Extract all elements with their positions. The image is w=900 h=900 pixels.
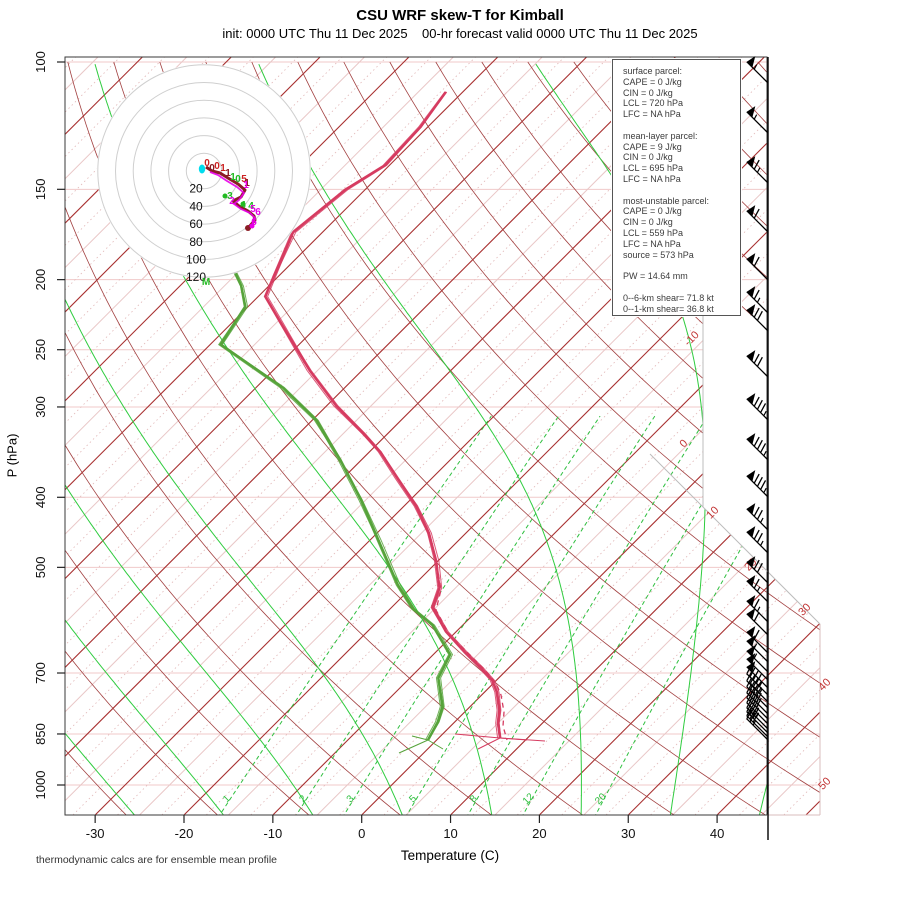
footnote: thermodynamic calcs are for ensemble mea… [36,854,278,866]
info-line: PW = 14.64 mm [623,271,688,282]
hodograph-height-label: 1 [220,163,226,174]
plot-frame [64,56,821,816]
temp-tick-label: 20 [532,826,546,841]
mixing-ratio-label: 8 [468,793,480,805]
hodograph-height-label: 3 [227,191,233,202]
info-line: CIN = 0 J/kg [623,87,673,98]
parcel-trace [435,564,508,741]
info-line: source = 573 hPa [623,249,694,260]
info-line [623,120,740,131]
info-line: LCL = 559 hPa [623,227,683,238]
hodograph-ring-label: 100 [186,253,206,267]
parcel-info-box: surface parcel: CAPE = 0 J/kg CIN = 0 J/kg… [612,59,741,316]
hodograph-height-label: 1 [230,172,236,183]
temp-tick-label: 40 [710,826,724,841]
hodograph-height-label: 0 [204,158,210,169]
y-axis-label: P (hPa) [4,433,20,478]
hodograph-height-label: 0 [209,163,215,174]
info-line: CIN = 0 J/kg [623,152,673,163]
temp-tick-label: -20 [175,826,194,841]
info-line: LFC = NA hPa [623,173,681,184]
hodograph-height-label: 2 [229,196,235,207]
pressure-tick-label: 250 [33,339,48,361]
hodograph-height-label: 4 [248,201,254,212]
info-line: CAPE = 0 J/kg [623,206,682,217]
info-line: LCL = 720 hPa [623,98,683,109]
pressure-tick-label: 400 [33,486,48,508]
info-line: CAPE = 9 J/kg [623,141,682,152]
hodograph-height-label: 6 [255,207,261,218]
pressure-tick-label: 500 [33,557,48,579]
hodograph-height-label: 1 [225,168,231,179]
hodograph-height-label: 5 [250,204,256,215]
temp-tick-label: -30 [86,826,105,841]
pressure-tick-label: 1000 [33,771,48,800]
info-line: 0--6-km shear= 71.8 kt [623,292,714,303]
isotherm-label: -10 [682,329,702,349]
info-line: mean-layer parcel: [623,130,698,141]
pressure-tick-label: 700 [33,662,48,684]
hodograph-height-label: 1 [244,178,250,189]
temp-tick-label: 30 [621,826,635,841]
info-line: CAPE = 0 J/kg [623,76,682,87]
dewpoint-curve [218,246,454,741]
info-line: LFC = NA hPa [623,109,681,120]
info-line: LCL = 695 hPa [623,163,683,174]
hodograph-height-label: 0 [235,174,241,185]
hodograph-height-label: 4 [240,200,246,211]
mixing-ratio-label: 20 [593,791,609,807]
chart-subtitle: init: 0000 UTC Thu 11 Dec 2025 00-hr for… [222,26,698,41]
temperature-curve [263,91,502,739]
hodograph-height-label: 6 [251,217,257,228]
isotherm-label: 30 [796,601,813,618]
pressure-tick-label: 150 [33,178,48,200]
info-line [623,185,740,196]
mixing-ratio-label: 12 [521,791,537,807]
mixing-ratio-labels: 1 2 3 5 8 12 20 [221,791,609,807]
surface-spread [398,733,546,754]
info-line: 0--1-km shear= 36.8 kt [623,303,714,314]
page-title: CSU WRF skew-T for Kimball [356,7,564,24]
mean-wind-marker: M [202,277,210,288]
isotherm-labels: -1001020304050 [677,329,833,792]
info-line: most-unstable parcel: [623,195,710,206]
pressure-tick-label: 300 [33,396,48,418]
hodograph-height-label: 1 [243,180,249,191]
hodograph-height-label: 0 [214,161,220,172]
hodograph-ring-label: 80 [189,235,203,249]
wind-barbs [746,56,769,840]
temp-tick-label: -10 [263,826,282,841]
mixing-ratio-label: 2 [297,793,309,805]
temp-tick-label: 0 [358,826,365,841]
info-line: surface parcel: [623,66,683,76]
pressure-tick-label: 100 [33,51,48,73]
isotherm-label: 10 [704,504,721,521]
storm-motion-marker [198,164,206,174]
hodograph-height-label: 5 [241,174,247,185]
pressure-tick-label: 850 [33,723,48,745]
mixing-ratio-label: 1 [221,793,233,805]
hodograph-ring-label: 40 [189,199,203,213]
info-line [623,282,740,293]
mixing-ratio-label: 3 [345,793,357,805]
info-line [623,260,740,271]
hodograph-ring-label: 20 [189,182,203,196]
hodograph-ring-label: 60 [189,217,203,231]
hodograph-ring-label: 120 [186,270,206,284]
info-line: CIN = 0 J/kg [623,217,673,228]
info-line: LFC = NA hPa [623,238,681,249]
pressure-tick-label: 200 [33,269,48,291]
temp-tick-label: 10 [443,826,457,841]
x-axis-label: Temperature (C) [400,848,500,863]
isotherm-label: 40 [816,676,833,693]
